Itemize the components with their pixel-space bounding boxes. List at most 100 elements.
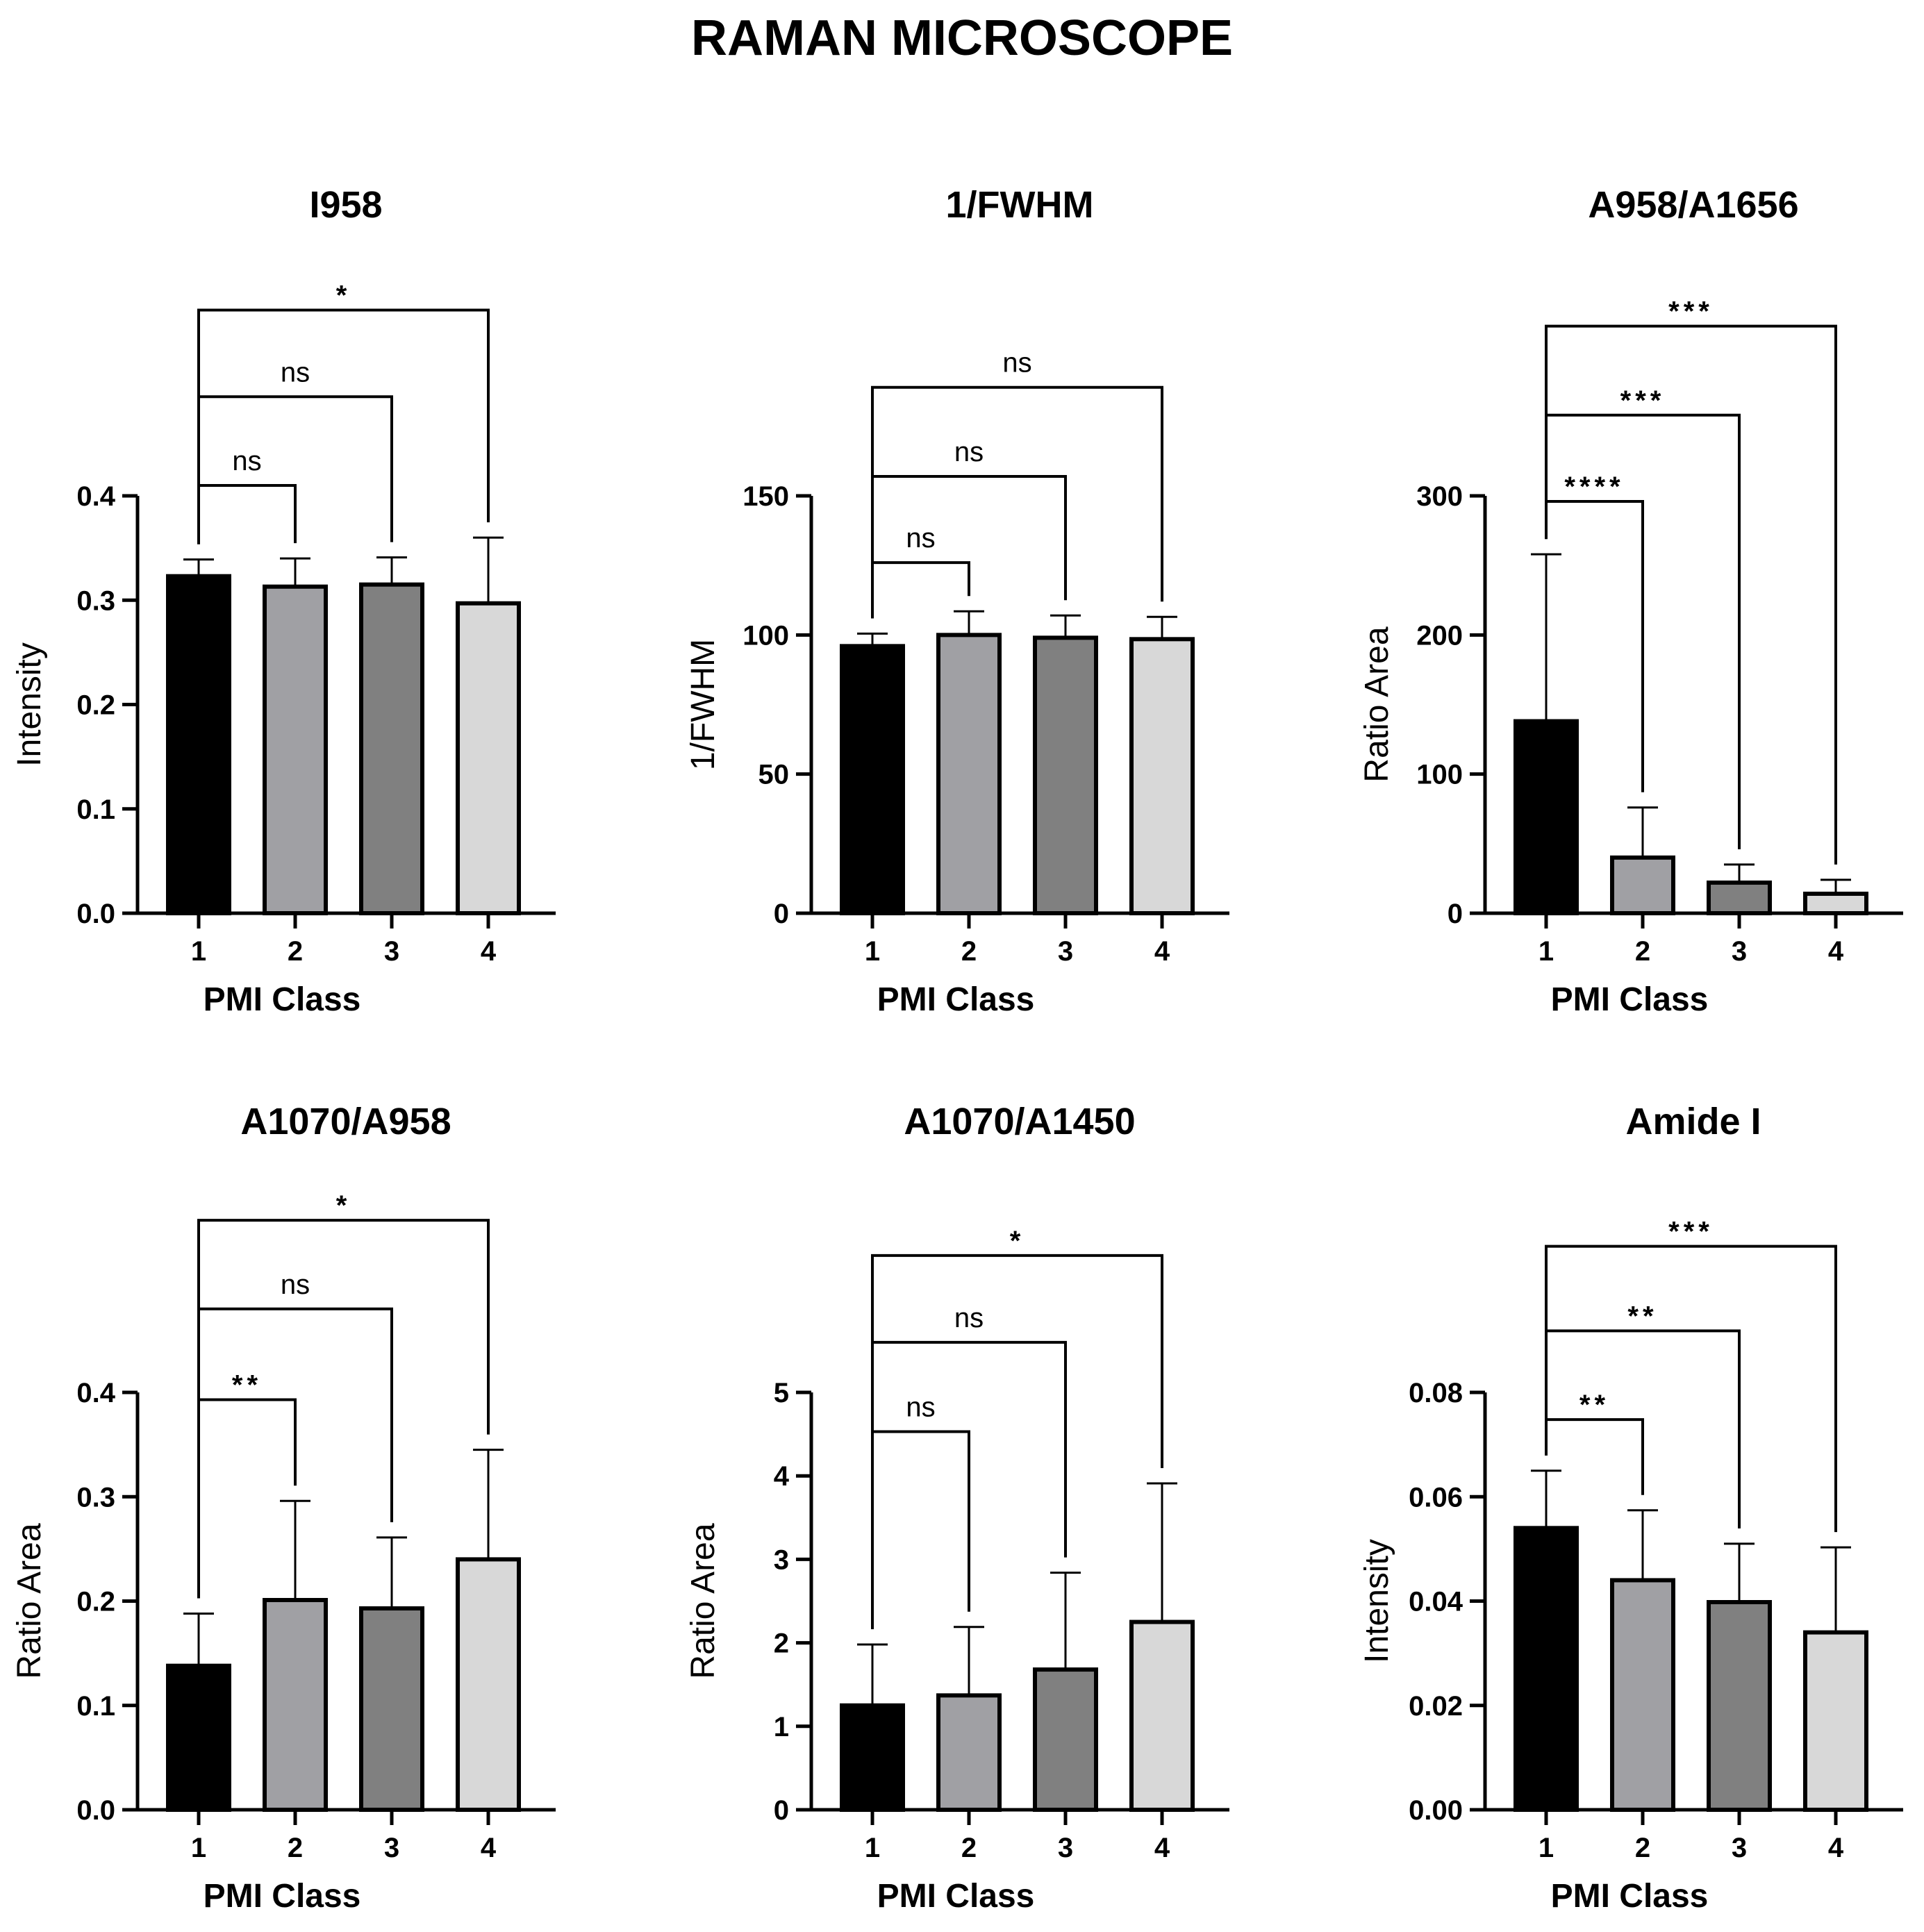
x-tick-label: 3 [1058,936,1073,967]
significance-bracket [197,1398,297,1599]
y-tick-label: 150 [743,481,789,512]
y-axis-label: Intensity [11,642,48,767]
bar-class-1 [1514,719,1579,916]
bar-class-2 [1610,855,1675,916]
panel-title: Amide I [1625,1101,1761,1142]
significance-bracket [197,483,297,544]
significance-label: * [336,1190,351,1221]
x-tick-label: 4 [481,1833,497,1863]
significance-label: ns [906,1392,935,1422]
y-tick-label: 0.3 [76,1482,115,1513]
x-tick-label: 2 [961,936,977,967]
x-tick-label: 1 [1539,936,1554,967]
panel-title: A958/A1656 [1588,184,1798,226]
y-axis-label: Intensity [1359,1539,1395,1663]
bar-class-2 [936,1693,1002,1812]
bar-class-2 [263,1597,328,1813]
y-tick-label: 0.1 [76,794,115,825]
x-tick-label: 3 [1732,936,1747,967]
y-tick-label: 200 [1416,620,1463,651]
panel-title: A1070/A1450 [904,1101,1135,1142]
y-tick-label: 2 [774,1629,789,1659]
y-axis-label: Ratio Area [11,1523,48,1679]
y-tick-label: 0.3 [76,585,115,616]
chart-panel-3: A958/A1656 0 100 200 300 Ratio Area 1 2 3 4 PMI Cl… [1359,184,1903,1018]
bar-class-1 [840,644,905,915]
y-tick-label: 5 [774,1378,789,1408]
significance-bracket [197,308,490,544]
y-tick-label: 0.02 [1409,1691,1463,1722]
x-axis-label: PMI Class [877,981,1035,1018]
significance-label: ** [232,1370,262,1401]
significance-label: ns [954,437,984,467]
significance-bracket [871,385,1163,619]
x-tick-label: 2 [288,1833,303,1863]
x-tick-label: 2 [961,1833,977,1863]
x-axis-label: PMI Class [1551,1878,1709,1915]
x-tick-label: 4 [1828,1833,1844,1863]
chart-panel-6: Amide I 0.00 0.02 0.04 0.06 0.08 Intensity 1 2 3 4… [1359,1101,1903,1915]
x-tick-label: 2 [288,936,303,967]
bar-class-4 [1129,637,1195,915]
significance-bracket [1545,1418,1644,1495]
y-tick-label: 0 [1448,899,1463,929]
figure-title: RAMAN MICROSCOPE [690,10,1233,66]
x-tick-label: 2 [1635,1833,1650,1863]
x-tick-label: 3 [1732,1833,1747,1863]
significance-label: *** [1668,297,1714,327]
x-tick-label: 2 [1635,936,1650,967]
panel-title: I958 [309,184,382,226]
y-tick-label: 100 [1416,760,1463,790]
x-tick-label: 4 [1154,936,1170,967]
y-tick-label: 3 [774,1544,789,1575]
y-tick-label: 0.1 [76,1691,115,1722]
panel-title: 1/FWHM [946,184,1094,226]
x-tick-label: 4 [1828,936,1844,967]
significance-bracket [871,1430,970,1629]
y-tick-label: 50 [758,760,790,790]
significance-label: * [336,281,351,311]
bar-class-2 [263,584,328,916]
bar-class-4 [1803,1630,1868,1812]
significance-label: **** [1564,472,1624,502]
significance-bracket [871,474,1067,619]
bar-class-4 [456,1557,521,1812]
panel-title: A1070/A958 [240,1101,451,1142]
chart-panel-5: A1070/A1450 0 1 2 3 4 5 Ratio Area 1 2 3 4 PMI Class… [685,1101,1229,1915]
bar-class-3 [1707,880,1772,915]
significance-label: ** [1627,1301,1657,1331]
x-tick-label: 1 [191,936,206,967]
y-tick-label: 4 [774,1461,790,1492]
y-tick-label: 0.2 [76,690,115,721]
y-tick-label: 0.06 [1409,1482,1463,1513]
x-tick-label: 1 [1539,1833,1554,1863]
significance-label: *** [1620,385,1666,416]
chart-panel-1: I958 0.0 0.1 0.2 0.3 0.4 Intensity 1 2 3 4 PMI Clas… [11,184,556,1018]
y-tick-label: 1 [774,1712,789,1742]
bar-class-4 [1803,891,1868,916]
y-tick-label: 0.4 [76,1378,115,1408]
y-tick-label: 0.04 [1409,1587,1463,1617]
bar-class-2 [1610,1578,1675,1812]
x-tick-label: 1 [191,1833,206,1863]
y-tick-label: 0.0 [76,1795,115,1826]
significance-label: ns [281,357,310,388]
y-tick-label: 0.2 [76,1587,115,1617]
x-tick-label: 3 [1058,1833,1073,1863]
chart-panel-4: A1070/A958 0.0 0.1 0.2 0.3 0.4 Ratio Area 1 2 3 4 P… [11,1101,556,1915]
y-tick-label: 0.4 [76,481,115,512]
bar-class-1 [166,574,231,915]
x-axis-label: PMI Class [877,1878,1035,1915]
significance-label: ns [232,446,261,476]
significance-bracket [1545,1244,1837,1533]
significance-bracket [197,1219,490,1599]
bar-class-3 [1033,635,1098,916]
bar-class-4 [456,601,521,915]
x-axis-label: PMI Class [204,1878,361,1915]
y-tick-label: 0.08 [1409,1378,1463,1408]
bar-class-2 [936,633,1002,915]
bar-class-3 [1707,1600,1772,1812]
x-axis-label: PMI Class [1551,981,1709,1018]
x-tick-label: 1 [865,936,880,967]
